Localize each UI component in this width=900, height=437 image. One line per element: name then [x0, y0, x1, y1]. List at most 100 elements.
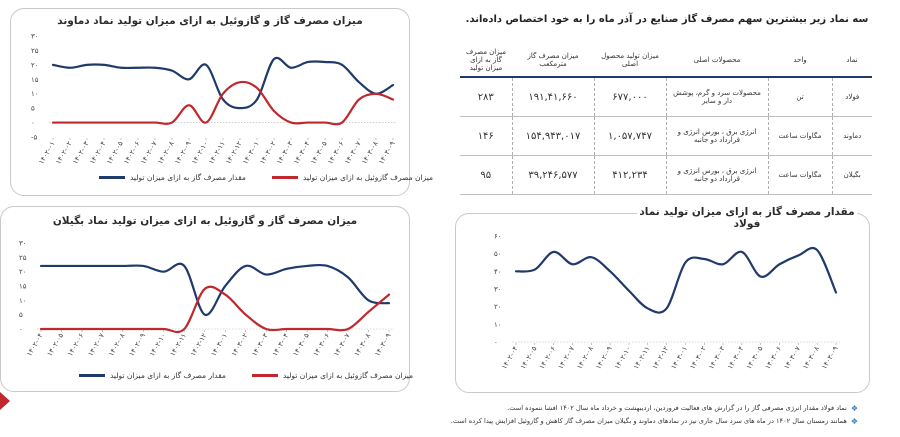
x-tick-label: ۱۴۰۳-۰۷ [783, 345, 803, 371]
y-tick-label: ۵۰ [494, 250, 502, 258]
bullet-icon: ❖ [850, 417, 858, 426]
y-tick-label: ۵ [31, 105, 35, 113]
x-tick-label: ۱۴۰۲-۰۸ [107, 332, 127, 358]
x-tick-label: ۱۴۰۳-۰۵ [745, 345, 765, 371]
x-tick-label: ۱۴۰۲-۱۱ [169, 332, 188, 358]
legend-label-red: میزان مصرف گازوئیل به ازای میزان تولید [282, 371, 414, 380]
x-tick-label: ۱۴۰۲-۰۴ [500, 345, 520, 371]
legend-swatch-blue [99, 176, 125, 179]
cell-unit: مگاوات ساعت [767, 116, 833, 156]
x-tick-label: ۱۴۰۳-۰۱ [209, 332, 228, 358]
x-tick-label: ۱۴۰۳-۰۵ [291, 332, 311, 358]
x-tick-label: ۱۴۰۳-۰۹ [377, 140, 397, 166]
x-tick-label: ۱۴۰۲-۰۸ [576, 345, 596, 371]
header-unit: واحد [768, 44, 832, 78]
data-table: نماد واحد محصولات اصلی میزان تولید محصول… [460, 44, 872, 195]
chart-legend: میزان مصرف گازوئیل به ازای میزان تولید م… [79, 371, 413, 380]
cell-symbol: بگیلان [832, 155, 872, 195]
cell-production: ۱,۰۵۷,۷۴۷ [593, 116, 666, 156]
cell-ratio: ۹۵ [460, 155, 512, 195]
cell-unit: مگاوات ساعت [767, 155, 833, 195]
series-line-diesel [39, 285, 391, 334]
legend-swatch-blue [79, 374, 105, 377]
x-tick-label: ۱۴۰۲-۰۹ [128, 332, 148, 358]
series-line-gas [514, 246, 838, 314]
cell-production: ۶۷۷,۰۰۰ [593, 77, 666, 117]
x-tick-label: ۱۴۰۲-۰۷ [87, 332, 107, 358]
note-text: همانند زمستان سال ۱۴۰۲ در ماه های سرد سا… [450, 417, 847, 425]
y-tick-label: ۲۵ [19, 254, 27, 262]
x-tick-label: ۱۴۰۲-۰۵ [46, 332, 66, 358]
y-tick-label: ۱۰ [31, 90, 39, 98]
x-tick-label: ۱۴۰۳-۰۳ [250, 332, 270, 358]
x-tick-label: ۱۴۰۲-۱۰ [148, 332, 167, 358]
note-text: نماد فولاد مقدار انرژی مصرفی گاز را در گ… [507, 404, 847, 412]
y-tick-label: ۱۰ [19, 297, 27, 305]
legend-item-blue: مقدار مصرف گاز به ازای میزان تولید [99, 173, 246, 182]
header-production: میزان تولید محصول اصلی [594, 44, 666, 78]
chart-title: میزان مصرف گاز و گازوئیل به ازای میزان ت… [57, 15, 363, 27]
y-tick-label: ۳۰ [494, 286, 502, 294]
x-tick-label: ۱۴۰۲-۱۱ [632, 345, 651, 371]
series-line-diesel [51, 80, 395, 126]
y-tick-label: ۳۰ [19, 240, 27, 248]
note-item: ❖ نماد فولاد مقدار انرژی مصرفی گاز را در … [430, 402, 858, 415]
corner-marker [0, 392, 10, 410]
x-tick-label: ۱۴۰۲-۱۲ [651, 345, 671, 371]
cell-production: ۴۱۲,۲۳۴ [593, 155, 666, 195]
y-tick-label: ۱۰ [494, 321, 502, 329]
y-tick-label: ۲۰ [494, 303, 502, 311]
x-tick-label: ۱۴۰۳-۰۴ [271, 332, 291, 358]
x-tick-label: ۱۴۰۳-۰۹ [820, 345, 840, 371]
cell-gas: ۱۵۴,۹۴۳,۰۱۷ [511, 116, 594, 156]
x-tick-label: ۱۴۰۳-۰۲ [230, 332, 250, 358]
chart-panel-damavand: میزان مصرف گاز و گازوئیل به ازای میزان ت… [10, 8, 433, 196]
cell-products: محصولات سرد و گرم، پوشش دار و سایر [665, 77, 768, 117]
chart-panel-foolad: مقدار مصرف گاز به ازای میزان تولید نماد … [455, 206, 870, 393]
x-tick-label: ۱۴۰۳-۰۹ [373, 332, 393, 358]
legend-label-blue: مقدار مصرف گاز به ازای میزان تولید [110, 371, 226, 380]
chart-damavand: ۳۰۲۵۲۰۱۵۱۰۵۰-۵۱۴۰۲-۰۱۱۴۰۲-۰۲۱۴۰۲-۰۳۱۴۰۲-… [31, 33, 397, 166]
cell-unit: تن [767, 77, 833, 117]
x-tick-label: ۱۴۰۳-۰۸ [353, 332, 373, 358]
header-symbol: نماد [832, 44, 872, 78]
y-tick-label: ۰ [494, 339, 498, 347]
y-tick-label: ۵ [19, 311, 23, 319]
cell-ratio: ۲۸۳ [460, 77, 512, 117]
cell-gas: ۱۹۱,۴۱,۶۶۰ [511, 77, 594, 117]
chart-title: میزان مصرف گاز و گازوئیل به ازای میزان ت… [52, 215, 358, 227]
x-tick-label: ۱۴۰۳-۰۶ [764, 345, 784, 371]
chart-title: مقدار مصرف گاز به ازای میزان تولید نماد … [637, 206, 857, 230]
y-tick-label: ۲۰ [31, 61, 39, 69]
x-tick-label: ۱۴۰۳-۰۸ [801, 345, 821, 371]
x-tick-label: ۱۴۰۲-۰۶ [538, 345, 558, 371]
legend-label-blue: مقدار مصرف گاز به ازای میزان تولید [130, 173, 246, 182]
x-tick-label: ۱۴۰۳-۰۱ [670, 345, 689, 371]
header-products: محصولات اصلی [666, 44, 768, 78]
note-item: ❖ همانند زمستان سال ۱۴۰۲ در ماه های سرد س… [430, 415, 858, 428]
x-tick-label: ۱۴۰۲-۰۶ [66, 332, 86, 358]
table-title: سه نماد زیر بیشترین سهم مصرف گاز صنایع د… [465, 14, 869, 25]
table-row: بگیلان مگاوات ساعت انرژی برق ، بورس انرژ… [460, 155, 872, 195]
chart-panel-bagilan: میزان مصرف گاز و گازوئیل به ازای میزان ت… [0, 206, 413, 392]
y-tick-label: ۳۰ [31, 33, 39, 41]
table-row: فولاد تن محصولات سرد و گرم، پوشش دار و س… [460, 77, 872, 117]
x-tick-label: ۱۴۰۳-۰۳ [707, 345, 727, 371]
legend-item-red: میزان مصرف گازوئیل به ازای میزان تولید [271, 173, 433, 182]
x-tick-label: ۱۴۰۳-۰۴ [726, 345, 746, 371]
y-tick-label: ۲۵ [31, 47, 39, 55]
series-line-gas [51, 56, 395, 110]
x-tick-label: ۱۴۰۳-۰۲ [688, 345, 708, 371]
y-tick-label: ۰ [19, 326, 23, 334]
cell-gas: ۳۹,۲۴۶,۵۷۷ [511, 155, 594, 195]
y-tick-label: ۴۰ [494, 268, 502, 276]
bullet-icon: ❖ [850, 404, 858, 413]
legend-swatch-red [251, 374, 278, 377]
cell-symbol: دماوند [832, 116, 872, 156]
table-header-row: نماد واحد محصولات اصلی میزان تولید محصول… [460, 44, 872, 78]
cell-products: انرژی برق ، بورس انرژی و قرارداد دو جانب… [665, 155, 768, 195]
x-tick-label: ۱۴۰۲-۰۷ [557, 345, 577, 371]
y-tick-label: ۰ [31, 119, 35, 127]
